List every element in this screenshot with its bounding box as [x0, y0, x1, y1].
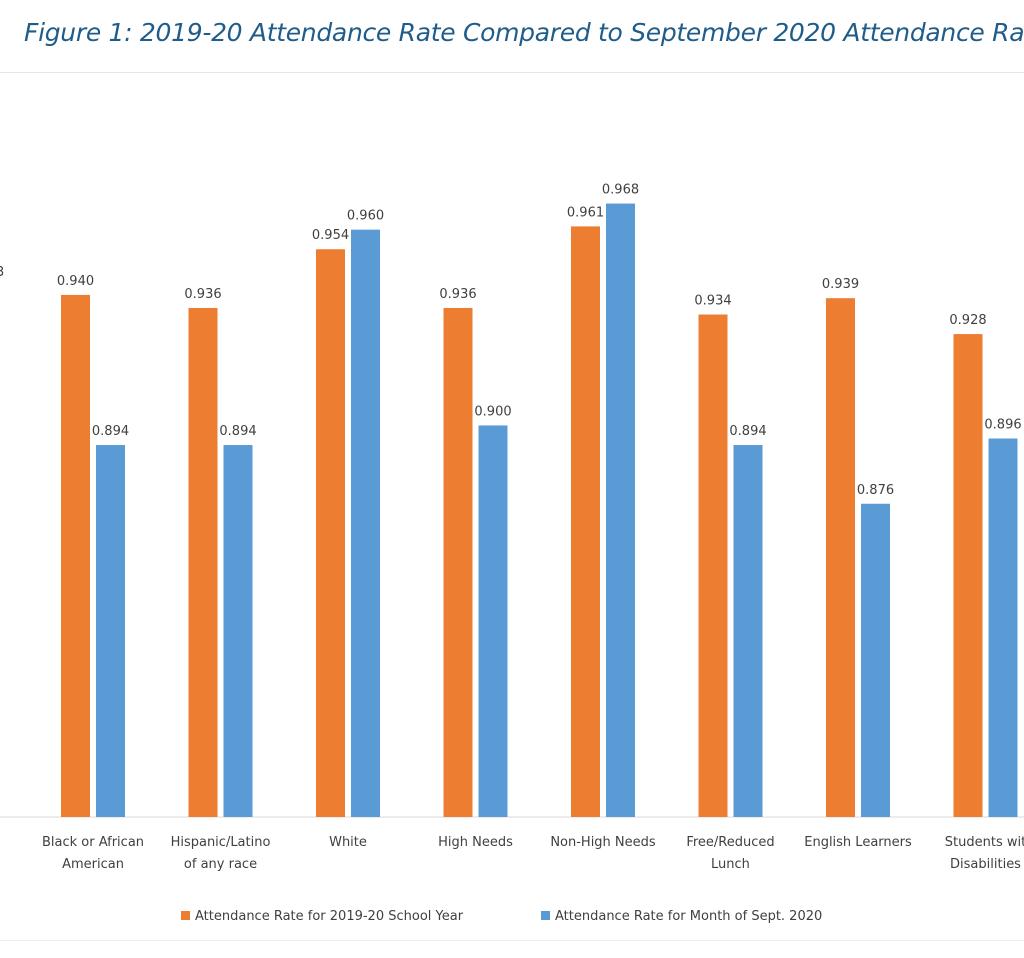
data-label-school-year-4: 0.961 [567, 205, 604, 220]
category-label-7-line-0: Students wit [945, 835, 1024, 850]
bar-school-year-0 [61, 294, 90, 817]
bar-sept-2020-1 [223, 445, 253, 817]
data-label-sept-2020-3: 0.900 [474, 404, 511, 419]
category-label-4-line-0: Non-High Needs [550, 835, 656, 850]
data-label-sept-2020-6: 0.876 [857, 483, 894, 498]
category-label-1-line-0: Hispanic/Latino [171, 835, 271, 850]
data-label-sept-2020-2: 0.960 [347, 209, 384, 224]
bar-sept-2020-6 [861, 503, 890, 817]
bar-school-year-1 [188, 307, 218, 817]
data-label-sept-2020-7: 0.896 [984, 417, 1021, 432]
bar-school-year-3 [443, 307, 473, 817]
legend-label-0: Attendance Rate for 2019-20 School Year [195, 909, 464, 924]
data-label-school-year-5: 0.934 [694, 293, 731, 308]
bar-sept-2020-7 [988, 438, 1018, 817]
category-label-5-line-0: Free/Reduced [686, 835, 774, 850]
bar-sept-2020-3 [478, 425, 508, 817]
bar-sept-2020-0 [96, 445, 125, 817]
bar-school-year-4 [571, 226, 600, 818]
data-labels-group: 3 0.940 0.894 0.936 0.894 0.954 0.960 0.936 0.90… [0, 183, 1022, 498]
category-label-0-line-0: Black or African [42, 835, 144, 850]
category-labels-group: Black or African American Hispanic/Latino o… [42, 835, 1024, 872]
data-label-school-year-2: 0.954 [312, 228, 349, 243]
category-label-3-line-0: High Needs [438, 835, 513, 850]
category-label-6-line-0: English Learners [804, 835, 912, 850]
category-label-5-line-1: Lunch [711, 857, 750, 872]
data-label-school-year-7: 0.928 [949, 313, 986, 328]
bar-school-year-5 [698, 314, 728, 817]
legend-swatch-1 [541, 911, 550, 920]
data-label-school-year-1: 0.936 [184, 287, 221, 302]
bar-sept-2020-2 [351, 229, 380, 817]
legend-label-1: Attendance Rate for Month of Sept. 2020 [555, 909, 822, 924]
bars-group [61, 203, 1018, 818]
category-label-0-line-1: American [62, 857, 124, 872]
data-label-school-year-6: 0.939 [822, 277, 859, 292]
data-label-sept-2020-4: 0.968 [602, 183, 639, 198]
data-label-sept-2020-0: 0.894 [92, 424, 129, 439]
category-label-2-line-0: White [329, 835, 367, 850]
data-label-sept-2020-5: 0.894 [729, 424, 766, 439]
category-label-1-line-1: of any race [184, 857, 257, 872]
partial-data-label: 3 [0, 265, 4, 280]
title-divider [0, 72, 1024, 73]
figure-title: Figure 1: 2019-20 Attendance Rate Compar… [24, 18, 1024, 47]
legend-swatch-0 [181, 911, 190, 920]
bar-school-year-7 [953, 334, 983, 817]
data-label-school-year-3: 0.936 [439, 287, 476, 302]
bar-school-year-6 [826, 298, 855, 818]
bar-sept-2020-5 [733, 445, 763, 817]
bottom-divider [0, 940, 1024, 941]
data-label-school-year-0: 0.940 [57, 274, 94, 289]
legend: Attendance Rate for 2019-20 School Year A… [181, 909, 822, 924]
bar-sept-2020-4 [606, 203, 635, 817]
data-label-sept-2020-1: 0.894 [219, 424, 256, 439]
category-label-7-line-1: Disabilities [950, 857, 1021, 872]
bar-school-year-2 [316, 249, 345, 817]
